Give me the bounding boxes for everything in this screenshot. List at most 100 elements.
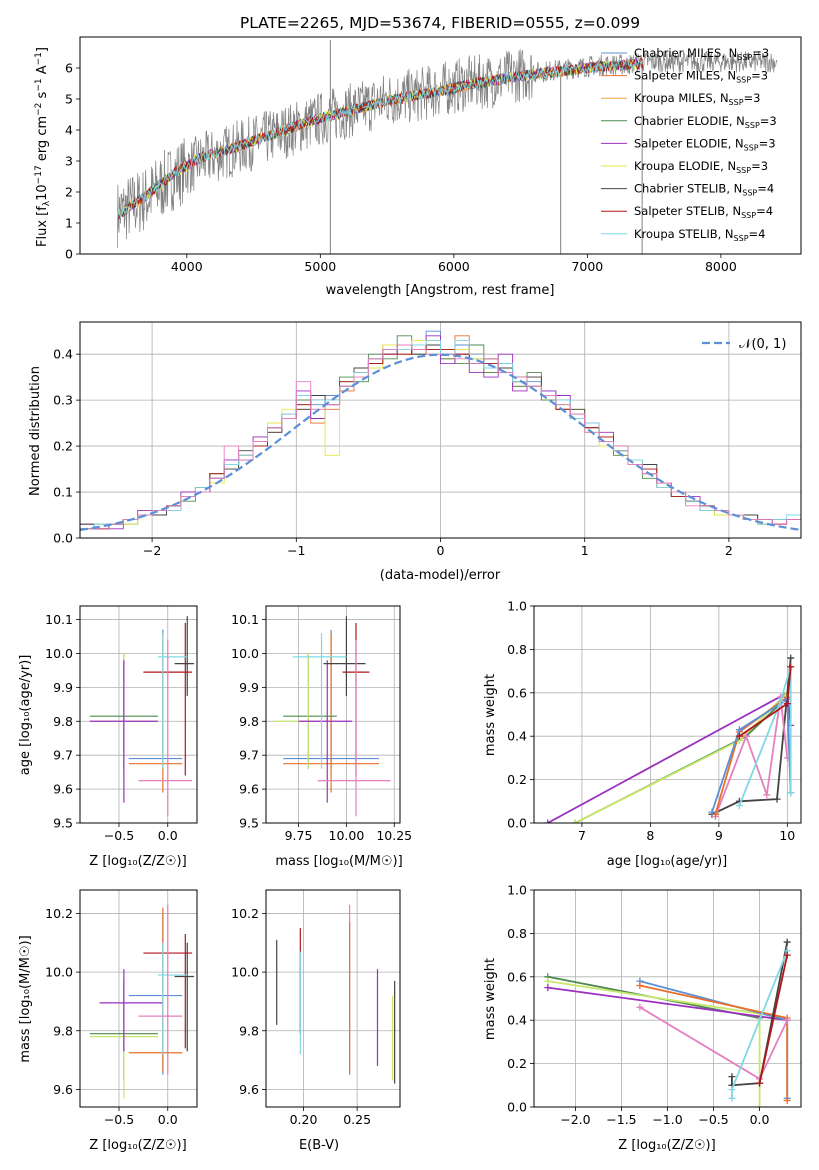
mass-z-ytick-label: 10.2 bbox=[45, 906, 73, 921]
spectrum-axes: 4000 5000 6000 7000 8000 0 1 2 3 4 5 6 bbox=[65, 61, 737, 275]
age-z-ylabel: age [log₁₀(age/yr)] bbox=[18, 655, 33, 776]
legend-entry: Chabrier STELIB, NSSP=4 bbox=[634, 182, 774, 198]
mass-ebv-errorbars bbox=[276, 904, 396, 1084]
mw-age-xtick-label: 9 bbox=[715, 828, 723, 843]
mass-ebv-axes: 0.20 0.25 9.6 9.8 10.0 10.2 bbox=[231, 890, 400, 1127]
mw-z-xtick-label: −1.0 bbox=[652, 1112, 682, 1127]
gaussian-legend-label: 𝒩(0, 1) bbox=[739, 337, 786, 352]
spectrum-xtick-label: 7000 bbox=[571, 259, 603, 274]
legend-entry: Chabrier ELODIE, NSSP=3 bbox=[634, 114, 777, 130]
mw-age-point bbox=[763, 791, 771, 799]
residual-ytick-label: 0.4 bbox=[53, 347, 73, 362]
residual-ylabel: Normed distribution bbox=[28, 366, 43, 496]
residual-xtick-label: 2 bbox=[725, 543, 733, 558]
age-mass-ytick-label: 9.6 bbox=[239, 782, 259, 797]
age-z-xtick-label: −0.5 bbox=[104, 828, 134, 843]
mw-age-series-line bbox=[711, 697, 792, 813]
mw-z-series-line bbox=[758, 954, 789, 1084]
mass-z-frame bbox=[79, 889, 198, 1108]
legend-entry: Salpeter MILES, NSSP=3 bbox=[634, 69, 768, 85]
residual-ytick-label: 0.3 bbox=[53, 393, 73, 408]
age-mass-ytick-label: 9.9 bbox=[239, 680, 259, 695]
residual-ytick-label: 0.0 bbox=[53, 531, 73, 546]
residual-ytick-label: 0.2 bbox=[53, 439, 73, 454]
gaussian-curve bbox=[80, 353, 801, 531]
spectrum-legend: Chabrier MILES, NSSP=3 Salpeter MILES, NS… bbox=[601, 46, 777, 243]
mass-z-ytick-label: 9.6 bbox=[53, 1082, 73, 1097]
mw-z-ylabel: mass weight bbox=[483, 958, 498, 1040]
spectrum-ytick-label: 0 bbox=[65, 247, 73, 262]
residual-axes: −2 −1 0 1 2 0.0 0.1 0.2 0.3 0.4 bbox=[53, 322, 801, 558]
mw-z-point bbox=[544, 984, 552, 992]
mass-z-ytick-label: 10.0 bbox=[45, 965, 73, 980]
spectrum-xtick-label: 5000 bbox=[304, 259, 336, 274]
mw-z-point bbox=[783, 1096, 791, 1104]
mw-z-lines bbox=[544, 938, 791, 1107]
spectrum-ytick-label: 4 bbox=[65, 123, 73, 138]
residual-ytick-label: 0.1 bbox=[53, 485, 73, 500]
age-z-ytick-label: 9.5 bbox=[53, 816, 73, 831]
observed-spectrum bbox=[117, 49, 778, 248]
mass-ebv-ytick-label: 9.6 bbox=[239, 1082, 259, 1097]
legend-entry: Chabrier MILES, NSSP=3 bbox=[634, 46, 769, 62]
mw-age-xtick-label: 8 bbox=[646, 828, 654, 843]
mw-z-point bbox=[728, 1094, 736, 1102]
legend-entry: Salpeter ELODIE, NSSP=3 bbox=[634, 136, 776, 152]
mw-age-ytick-label: 0.8 bbox=[507, 642, 527, 657]
mass-ebv-frame bbox=[265, 889, 401, 1108]
mass-z-ytick-label: 9.8 bbox=[53, 1023, 73, 1038]
mw-z-xlabel: Z [log₁₀(Z/Z☉)] bbox=[618, 1138, 715, 1153]
mw-z-ytick-label: 0.8 bbox=[507, 926, 527, 941]
mw-age-point bbox=[742, 732, 750, 740]
mass-ebv-ytick-label: 9.8 bbox=[239, 1023, 259, 1038]
mw-age-ylabel: mass weight bbox=[483, 674, 498, 756]
mw-z-ytick-label: 1.0 bbox=[507, 883, 527, 898]
mw-age-point bbox=[787, 654, 795, 662]
mass-z-ylabel: mass [log₁₀(M/M☉)] bbox=[18, 935, 33, 1062]
spectrum-ytick-label: 6 bbox=[65, 61, 73, 76]
mass-ebv-xlabel: E(B-V) bbox=[299, 1138, 339, 1153]
residual-xlabel: (data-model)/error bbox=[380, 568, 501, 583]
mw-age-ytick-label: 0.6 bbox=[507, 685, 527, 700]
residual-xtick-label: −2 bbox=[143, 543, 161, 558]
legend-entry: Kroupa ELODIE, NSSP=3 bbox=[634, 159, 768, 175]
spectrum-xtick-label: 4000 bbox=[171, 259, 203, 274]
mw-age-ytick-label: 0.4 bbox=[507, 729, 527, 744]
mw-z-series-line bbox=[547, 980, 761, 1107]
mw-age-point bbox=[571, 819, 579, 823]
age-z-ytick-label: 9.9 bbox=[53, 680, 73, 695]
age-z-errorbars bbox=[89, 616, 195, 817]
mw-z-frame bbox=[533, 889, 802, 1108]
age-mass-ytick-label: 10.0 bbox=[231, 646, 259, 661]
mass-z-xtick-label: 0.0 bbox=[158, 1112, 178, 1127]
chart-marks: 4000 5000 6000 7000 8000 0 1 2 3 4 5 6 Chabrier MILE… bbox=[45, 36, 802, 1127]
mw-age-point bbox=[544, 819, 552, 823]
mw-age-ytick-label: 1.0 bbox=[507, 599, 527, 614]
mw-age-ytick-label: 0.2 bbox=[507, 772, 527, 787]
mw-z-point bbox=[783, 938, 791, 946]
spectrum-xlabel: wavelength [Angstrom, rest frame] bbox=[326, 283, 555, 298]
age-mass-ytick-label: 9.5 bbox=[239, 816, 259, 831]
svg-text:Flux [fλ10−17 erg cm−2 s−1 A−1: Flux [fλ10−17 erg cm−2 s−1 A−1] bbox=[34, 47, 52, 247]
mw-z-point bbox=[756, 1079, 764, 1087]
legend-entry: Kroupa STELIB, NSSP=4 bbox=[634, 227, 765, 243]
residual-xtick-label: 0 bbox=[437, 543, 445, 558]
residual-xtick-label: −1 bbox=[287, 543, 305, 558]
mass-z-xtick-label: −0.5 bbox=[104, 1112, 134, 1127]
age-mass-errorbars bbox=[273, 616, 391, 817]
residual-panel: Normed distribution (data-model)/error 𝒩… bbox=[28, 337, 786, 583]
mw-z-point bbox=[756, 1103, 764, 1107]
mw-age-lines bbox=[544, 654, 795, 823]
mass-ebv-ytick-label: 10.2 bbox=[231, 906, 259, 921]
mass-z-xlabel: Z [log₁₀(Z/Z☉)] bbox=[89, 1138, 186, 1153]
spectrum-lines bbox=[117, 40, 778, 254]
mw-age-point bbox=[787, 663, 795, 671]
mw-age-point bbox=[708, 808, 716, 816]
mw-age-point bbox=[776, 697, 784, 705]
mw-z-xtick-label: −1.5 bbox=[606, 1112, 636, 1127]
age-z-axes: −0.5 0.0 9.5 9.6 9.7 9.8 9.9 10.0 10.1 bbox=[45, 606, 197, 843]
spectrum-frame bbox=[79, 36, 802, 255]
legend-entry: Kroupa MILES, NSSP=3 bbox=[634, 91, 760, 107]
age-z-ytick-label: 9.6 bbox=[53, 782, 73, 797]
spectrum-ytick-label: 5 bbox=[65, 92, 73, 107]
